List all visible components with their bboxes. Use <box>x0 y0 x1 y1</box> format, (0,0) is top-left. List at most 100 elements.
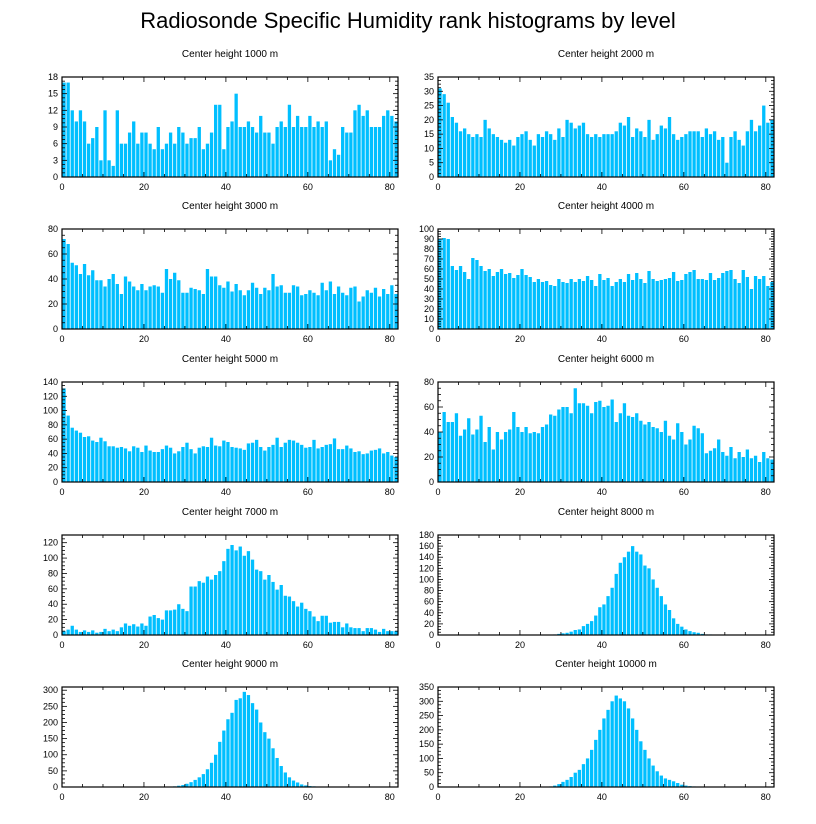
y-tick-label: 100 <box>43 553 58 563</box>
histogram-bar <box>332 438 337 482</box>
histogram-bar <box>250 442 255 482</box>
histogram-bar <box>226 281 230 329</box>
panel-title: Center height 9000 m <box>182 659 278 670</box>
histogram-bar <box>86 143 91 177</box>
histogram-bar <box>462 128 467 177</box>
histogram-bar <box>177 451 181 482</box>
histogram-bar <box>86 631 91 635</box>
histogram-bar <box>132 286 136 329</box>
histogram-bar <box>259 722 263 787</box>
histogram-bar <box>454 122 459 177</box>
histogram-bar <box>341 627 345 635</box>
histogram-bar <box>565 407 569 482</box>
histogram-bar <box>491 134 495 177</box>
histogram-bar <box>569 122 573 177</box>
histogram-bar <box>606 405 610 482</box>
histogram-bar <box>717 139 721 177</box>
histogram-bar <box>540 282 545 329</box>
histogram-bar <box>91 630 95 635</box>
histogram-bar <box>553 785 557 787</box>
histogram-bar <box>475 429 479 482</box>
histogram-bar <box>503 274 508 329</box>
x-tick-label: 80 <box>385 182 395 192</box>
panel-title: Center height 5000 m <box>182 354 278 365</box>
x-tick-label: 80 <box>761 792 771 802</box>
y-tick-label: 15 <box>48 89 58 99</box>
histogram-bar <box>259 294 263 329</box>
histogram-bar <box>173 143 177 177</box>
histogram-bar <box>144 445 148 482</box>
histogram-bar <box>659 280 663 329</box>
histogram-bar <box>614 573 618 635</box>
histogram-bar <box>663 778 668 787</box>
histogram-bar <box>647 119 651 177</box>
histogram-bar <box>676 423 680 482</box>
histogram-bar <box>357 104 361 177</box>
y-tick-label: 40 <box>424 427 434 437</box>
histogram-bar <box>594 286 598 329</box>
histogram-bar <box>115 631 119 635</box>
x-tick-label: 20 <box>139 640 149 650</box>
histogram-bar <box>696 279 700 329</box>
histogram-bar <box>394 457 398 482</box>
x-tick-label: 60 <box>679 792 689 802</box>
panel-title: Center height 1000 m <box>182 49 278 60</box>
histogram-bar <box>758 279 762 329</box>
histogram-bar <box>62 239 66 329</box>
histogram-bar <box>745 131 750 177</box>
histogram-bar <box>561 137 565 177</box>
histogram-bar <box>70 262 74 329</box>
histogram-bar <box>222 561 226 635</box>
histogram-bar <box>349 448 353 482</box>
histogram-bar <box>267 290 271 329</box>
histogram-bar <box>639 279 643 329</box>
x-tick-label: 60 <box>679 334 689 344</box>
histogram-bar <box>635 413 639 482</box>
histogram-bar <box>156 452 160 482</box>
histogram-bar <box>475 134 479 177</box>
y-tick-label: 120 <box>43 391 58 401</box>
histogram-bar <box>390 285 394 329</box>
histogram-bar <box>602 280 606 329</box>
histogram-bar <box>263 732 267 787</box>
histogram-bar <box>557 279 561 329</box>
y-tick-label: 100 <box>43 406 58 416</box>
histogram-bar <box>565 283 569 329</box>
x-tick-label: 60 <box>679 487 689 497</box>
y-tick-label: 18 <box>48 72 58 82</box>
histogram-bar <box>99 280 103 329</box>
histogram-bar <box>446 102 450 177</box>
histogram-bar <box>291 127 296 177</box>
histogram-bar <box>148 143 152 177</box>
histogram-bar <box>528 139 532 177</box>
histogram-bar <box>708 450 713 482</box>
histogram-bar <box>66 415 70 482</box>
histogram-bar <box>271 444 275 482</box>
histogram-bar <box>345 445 349 482</box>
histogram-bar <box>573 630 577 635</box>
histogram-bar <box>181 132 185 177</box>
histogram-bar <box>688 631 692 635</box>
histogram-bar <box>123 448 128 482</box>
histogram-bar <box>107 160 111 177</box>
histogram-bar <box>676 281 680 329</box>
histogram-bar <box>230 712 234 787</box>
histogram-bar <box>659 596 663 635</box>
y-tick-label: 60 <box>48 584 58 594</box>
histogram-bar <box>373 287 378 329</box>
histogram-bar <box>577 403 582 482</box>
histogram-bar <box>209 437 214 482</box>
y-tick-label: 350 <box>419 682 434 692</box>
x-tick-label: 60 <box>303 182 313 192</box>
histogram-bar <box>758 125 762 177</box>
histogram-bar <box>295 606 300 635</box>
histogram-bar <box>181 292 185 329</box>
y-tick-label: 80 <box>48 224 58 234</box>
histogram-bar <box>614 282 618 329</box>
histogram-bar <box>573 282 577 329</box>
histogram-bar <box>345 132 349 177</box>
histogram-bar <box>148 286 152 329</box>
histogram-bar <box>205 576 210 635</box>
histogram-bar <box>382 289 386 329</box>
histogram-bar <box>168 279 173 329</box>
